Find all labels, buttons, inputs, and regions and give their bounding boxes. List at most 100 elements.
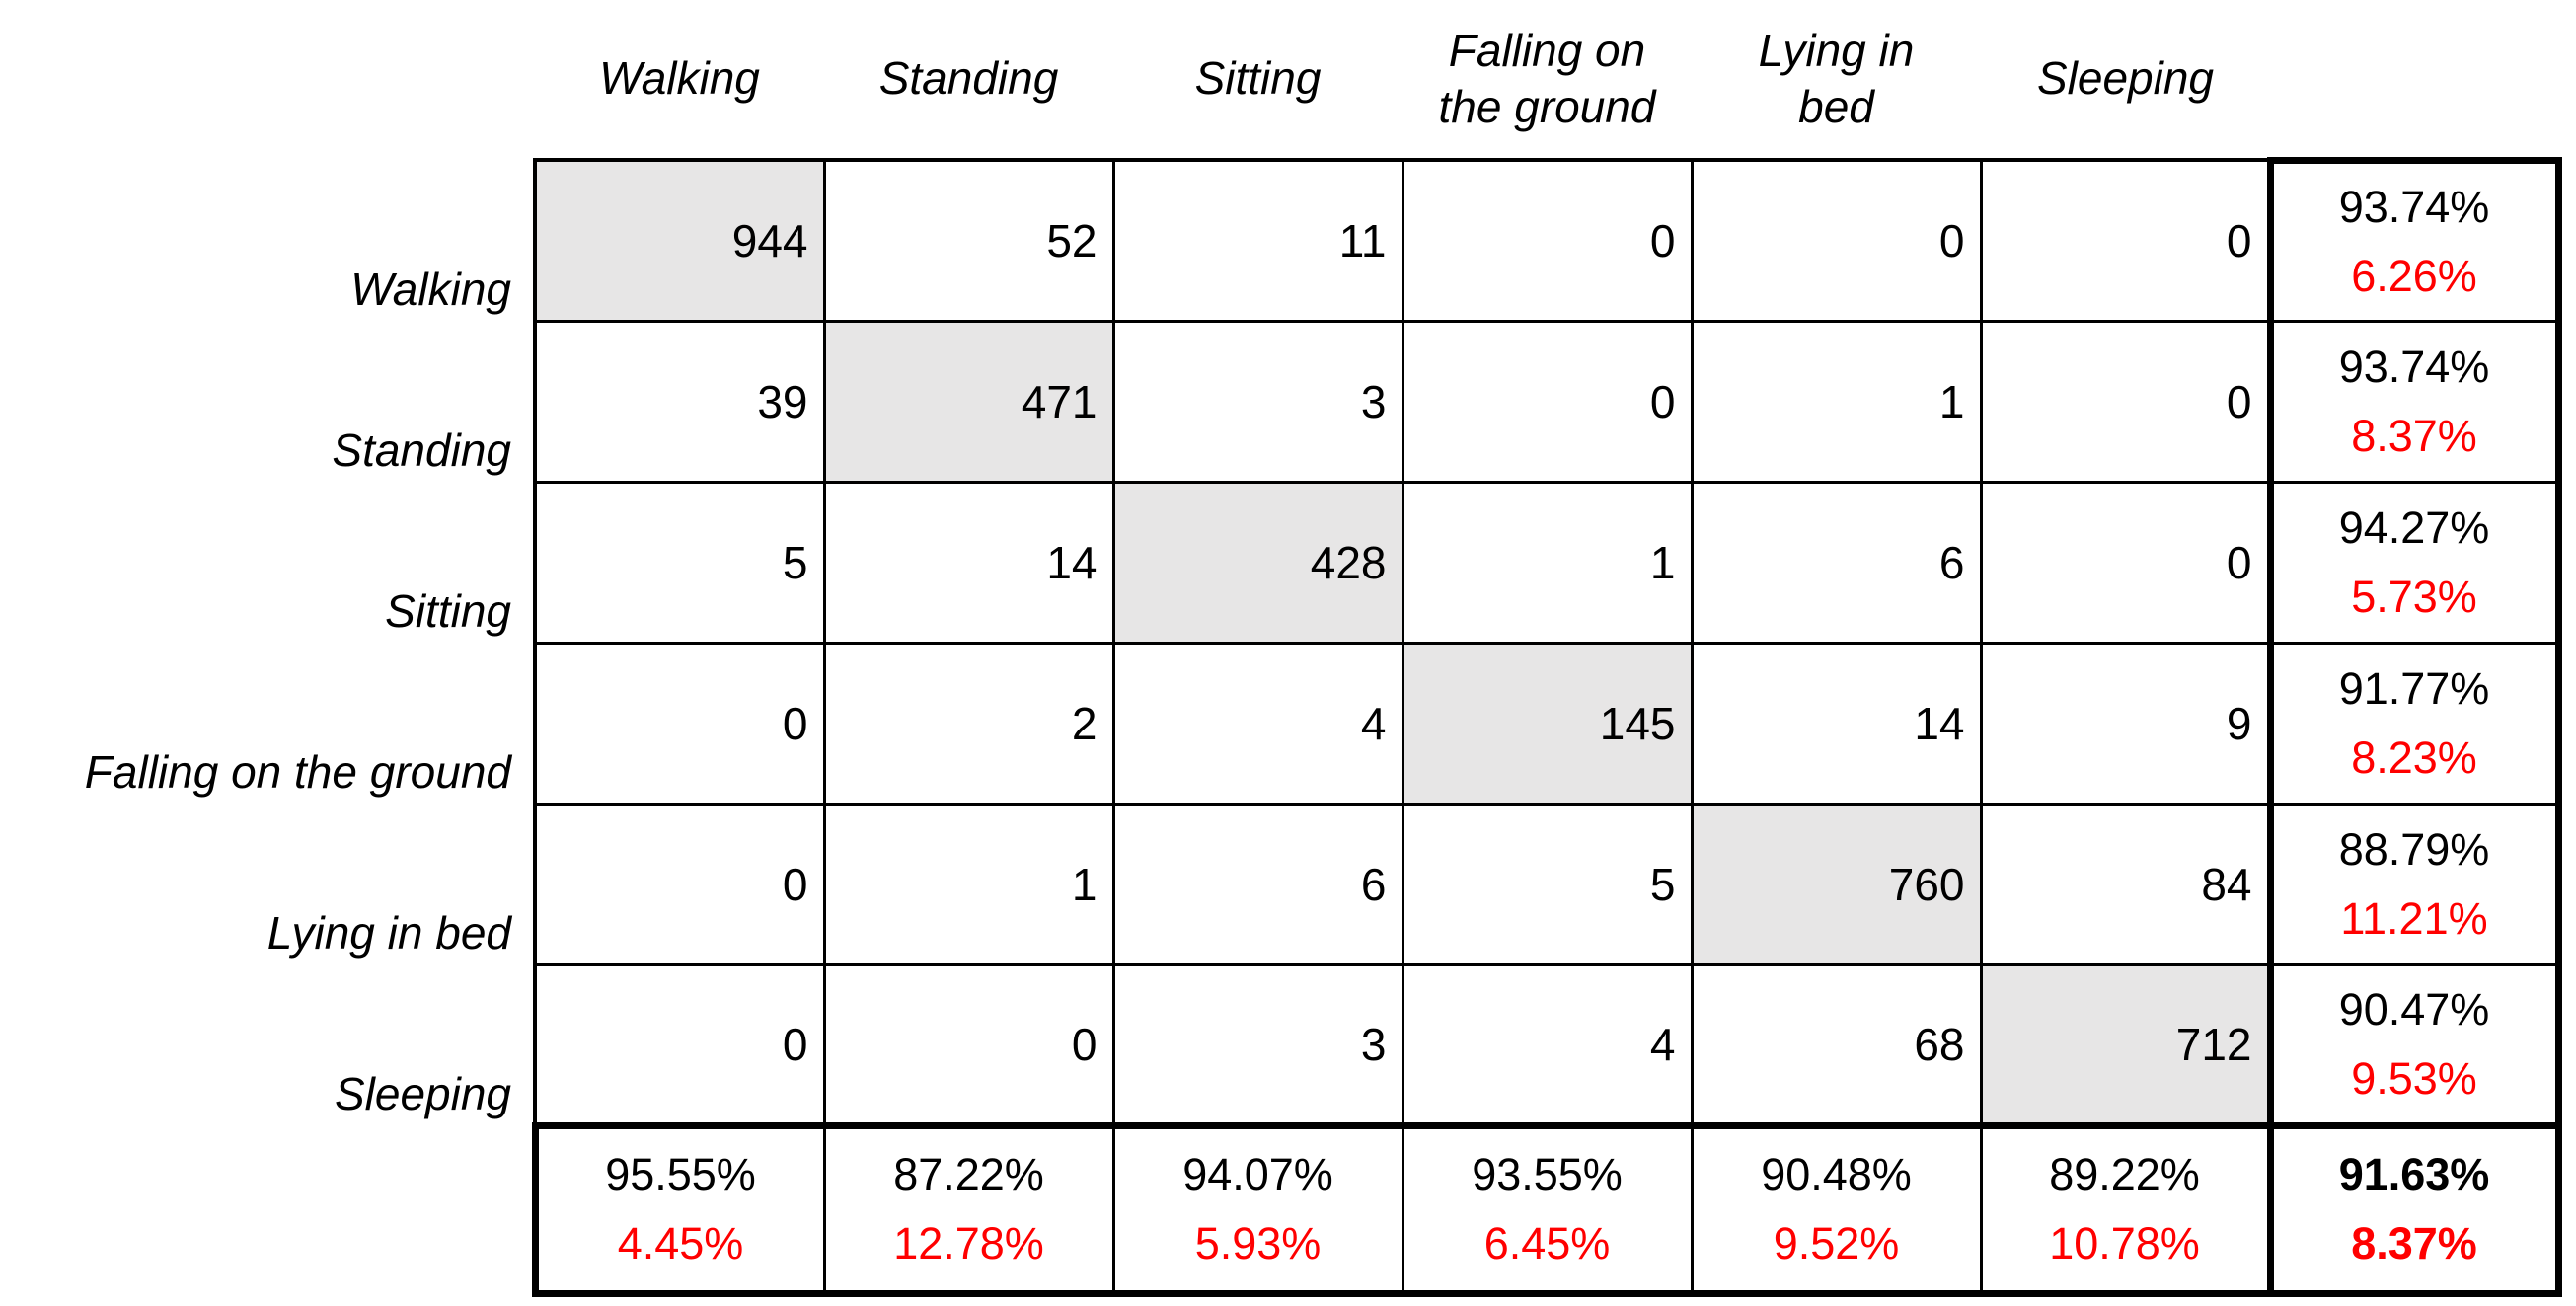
overall-error-value: 8.37% (2351, 1218, 2477, 1268)
accuracy-value: 94.27% (2338, 501, 2490, 553)
error-value: 6.45% (1483, 1218, 1611, 1268)
col-summary-cell: 94.07% 5.93% (1111, 1121, 1404, 1297)
matrix-cell: 68 (1690, 962, 1983, 1127)
col-header-lying: Lying in bed (1758, 24, 1915, 133)
error-value: 12.78% (893, 1218, 1044, 1268)
col-header-sitting: Sitting (1194, 52, 1322, 105)
matrix-row-lying: Lying in bed 0 1 6 5 760 84 88.79% 11.21… (0, 802, 2562, 966)
row-label-sleeping: Sleeping (334, 1068, 511, 1120)
matrix-cell: 6 (1111, 802, 1404, 966)
accuracy-value: 91.77% (2338, 662, 2490, 714)
matrix-cell: 0 (1401, 319, 1694, 484)
col-summary-cell: 95.55% 4.45% (531, 1121, 826, 1297)
error-value: 8.23% (2351, 731, 2477, 783)
error-value: 5.73% (2351, 571, 2477, 622)
overall-accuracy-value: 91.63% (2338, 1149, 2490, 1200)
error-value: 8.37% (2351, 410, 2477, 461)
matrix-cell: 3 (1111, 319, 1404, 484)
accuracy-value: 90.47% (2338, 983, 2490, 1035)
matrix-row-falling: Falling on the ground 0 2 4 145 14 9 91.… (0, 641, 2562, 806)
col-summary-cell: 87.22% 12.78% (822, 1121, 1115, 1297)
footer-spacer (0, 1125, 535, 1293)
matrix-cell: 0 (1979, 319, 2272, 484)
matrix-cell-diagonal: 944 (533, 158, 826, 323)
matrix-row-sleeping: Sleeping 0 0 3 4 68 712 90.47% 9.53% (0, 962, 2562, 1127)
error-value: 10.78% (2049, 1218, 2200, 1268)
matrix-cell: 2 (822, 641, 1115, 806)
matrix-cell: 14 (822, 480, 1115, 645)
accuracy-value: 93.74% (2338, 181, 2490, 232)
accuracy-value: 88.79% (2338, 823, 2490, 875)
matrix-cell: 4 (1111, 641, 1404, 806)
matrix-cell: 6 (1690, 480, 1983, 645)
error-value: 9.52% (1773, 1218, 1900, 1268)
error-value: 5.93% (1194, 1218, 1322, 1268)
matrix-cell: 11 (1111, 158, 1404, 323)
row-label-falling: Falling on the ground (84, 746, 511, 799)
matrix-row-standing: Standing 39 471 3 0 1 0 93.74% 8.37% (0, 319, 2562, 484)
col-header-walking: Walking (599, 52, 760, 105)
matrix-cell-diagonal: 145 (1401, 641, 1694, 806)
overall-summary-cell: 91.63% 8.37% (2266, 1121, 2562, 1297)
matrix-cell: 1 (1690, 319, 1983, 484)
matrix-cell-diagonal: 428 (1111, 480, 1404, 645)
error-value: 11.21% (2340, 892, 2488, 944)
matrix-cell: 52 (822, 158, 1115, 323)
col-header-standing: Standing (878, 52, 1059, 105)
accuracy-value: 90.48% (1761, 1149, 1912, 1200)
row-label-sitting: Sitting (385, 585, 511, 638)
matrix-cell-diagonal: 471 (822, 319, 1115, 484)
matrix-cell: 0 (1979, 480, 2272, 645)
col-header-sleeping: Sleeping (2036, 52, 2215, 105)
column-summary-row: 95.55% 4.45% 87.22% 12.78% 94.07% 5.93% … (0, 1121, 2562, 1297)
matrix-cell: 5 (533, 480, 826, 645)
matrix-cell: 84 (1979, 802, 2272, 966)
row-summary-cell: 93.74% 8.37% (2266, 319, 2562, 484)
row-label-lying: Lying in bed (266, 907, 511, 960)
row-summary-cell: 94.27% 5.73% (2266, 480, 2562, 645)
matrix-cell: 0 (822, 962, 1115, 1127)
row-summary-cell: 88.79% 11.21% (2266, 802, 2562, 966)
row-summary-cell: 90.47% 9.53% (2266, 962, 2562, 1127)
row-summary-cell: 93.74% 6.26% (2266, 156, 2562, 323)
row-summary-cell: 91.77% 8.23% (2266, 641, 2562, 806)
matrix-cell: 9 (1979, 641, 2272, 806)
error-value: 6.26% (2351, 250, 2477, 301)
column-header-row: Walking Standing Sitting Falling on the … (0, 0, 2558, 160)
matrix-cell: 0 (533, 641, 826, 806)
matrix-cell: 0 (533, 962, 826, 1127)
matrix-cell: 39 (533, 319, 826, 484)
row-label-walking: Walking (350, 264, 511, 316)
accuracy-value: 93.74% (2338, 341, 2490, 392)
col-summary-cell: 89.22% 10.78% (1979, 1121, 2272, 1297)
matrix-row-sitting: Sitting 5 14 428 1 6 0 94.27% 5.73% (0, 480, 2562, 645)
matrix-cell: 0 (533, 802, 826, 966)
accuracy-value: 89.22% (2049, 1149, 2200, 1200)
matrix-cell-diagonal: 760 (1690, 802, 1983, 966)
header-spacer (2270, 0, 2558, 160)
matrix-cell: 5 (1401, 802, 1694, 966)
matrix-cell: 14 (1690, 641, 1983, 806)
matrix-cell: 1 (1401, 480, 1694, 645)
matrix-row-walking: Walking 944 52 11 0 0 0 93.74% 6.26% (0, 156, 2562, 323)
error-value: 4.45% (617, 1218, 744, 1268)
accuracy-value: 94.07% (1182, 1149, 1333, 1200)
matrix-cell: 0 (1401, 158, 1694, 323)
row-label-standing: Standing (332, 424, 511, 477)
col-header-falling: Falling on the ground (1438, 24, 1656, 133)
col-summary-cell: 90.48% 9.52% (1690, 1121, 1983, 1297)
matrix-cell: 3 (1111, 962, 1404, 1127)
col-summary-cell: 93.55% 6.45% (1401, 1121, 1694, 1297)
matrix-cell: 0 (1979, 158, 2272, 323)
matrix-cell: 4 (1401, 962, 1694, 1127)
accuracy-value: 87.22% (893, 1149, 1044, 1200)
accuracy-value: 95.55% (605, 1149, 756, 1200)
corner-spacer (0, 0, 535, 160)
matrix-cell-diagonal: 712 (1979, 962, 2272, 1127)
matrix-cell: 0 (1690, 158, 1983, 323)
accuracy-value: 93.55% (1472, 1149, 1623, 1200)
error-value: 9.53% (2351, 1052, 2477, 1104)
matrix-cell: 1 (822, 802, 1115, 966)
